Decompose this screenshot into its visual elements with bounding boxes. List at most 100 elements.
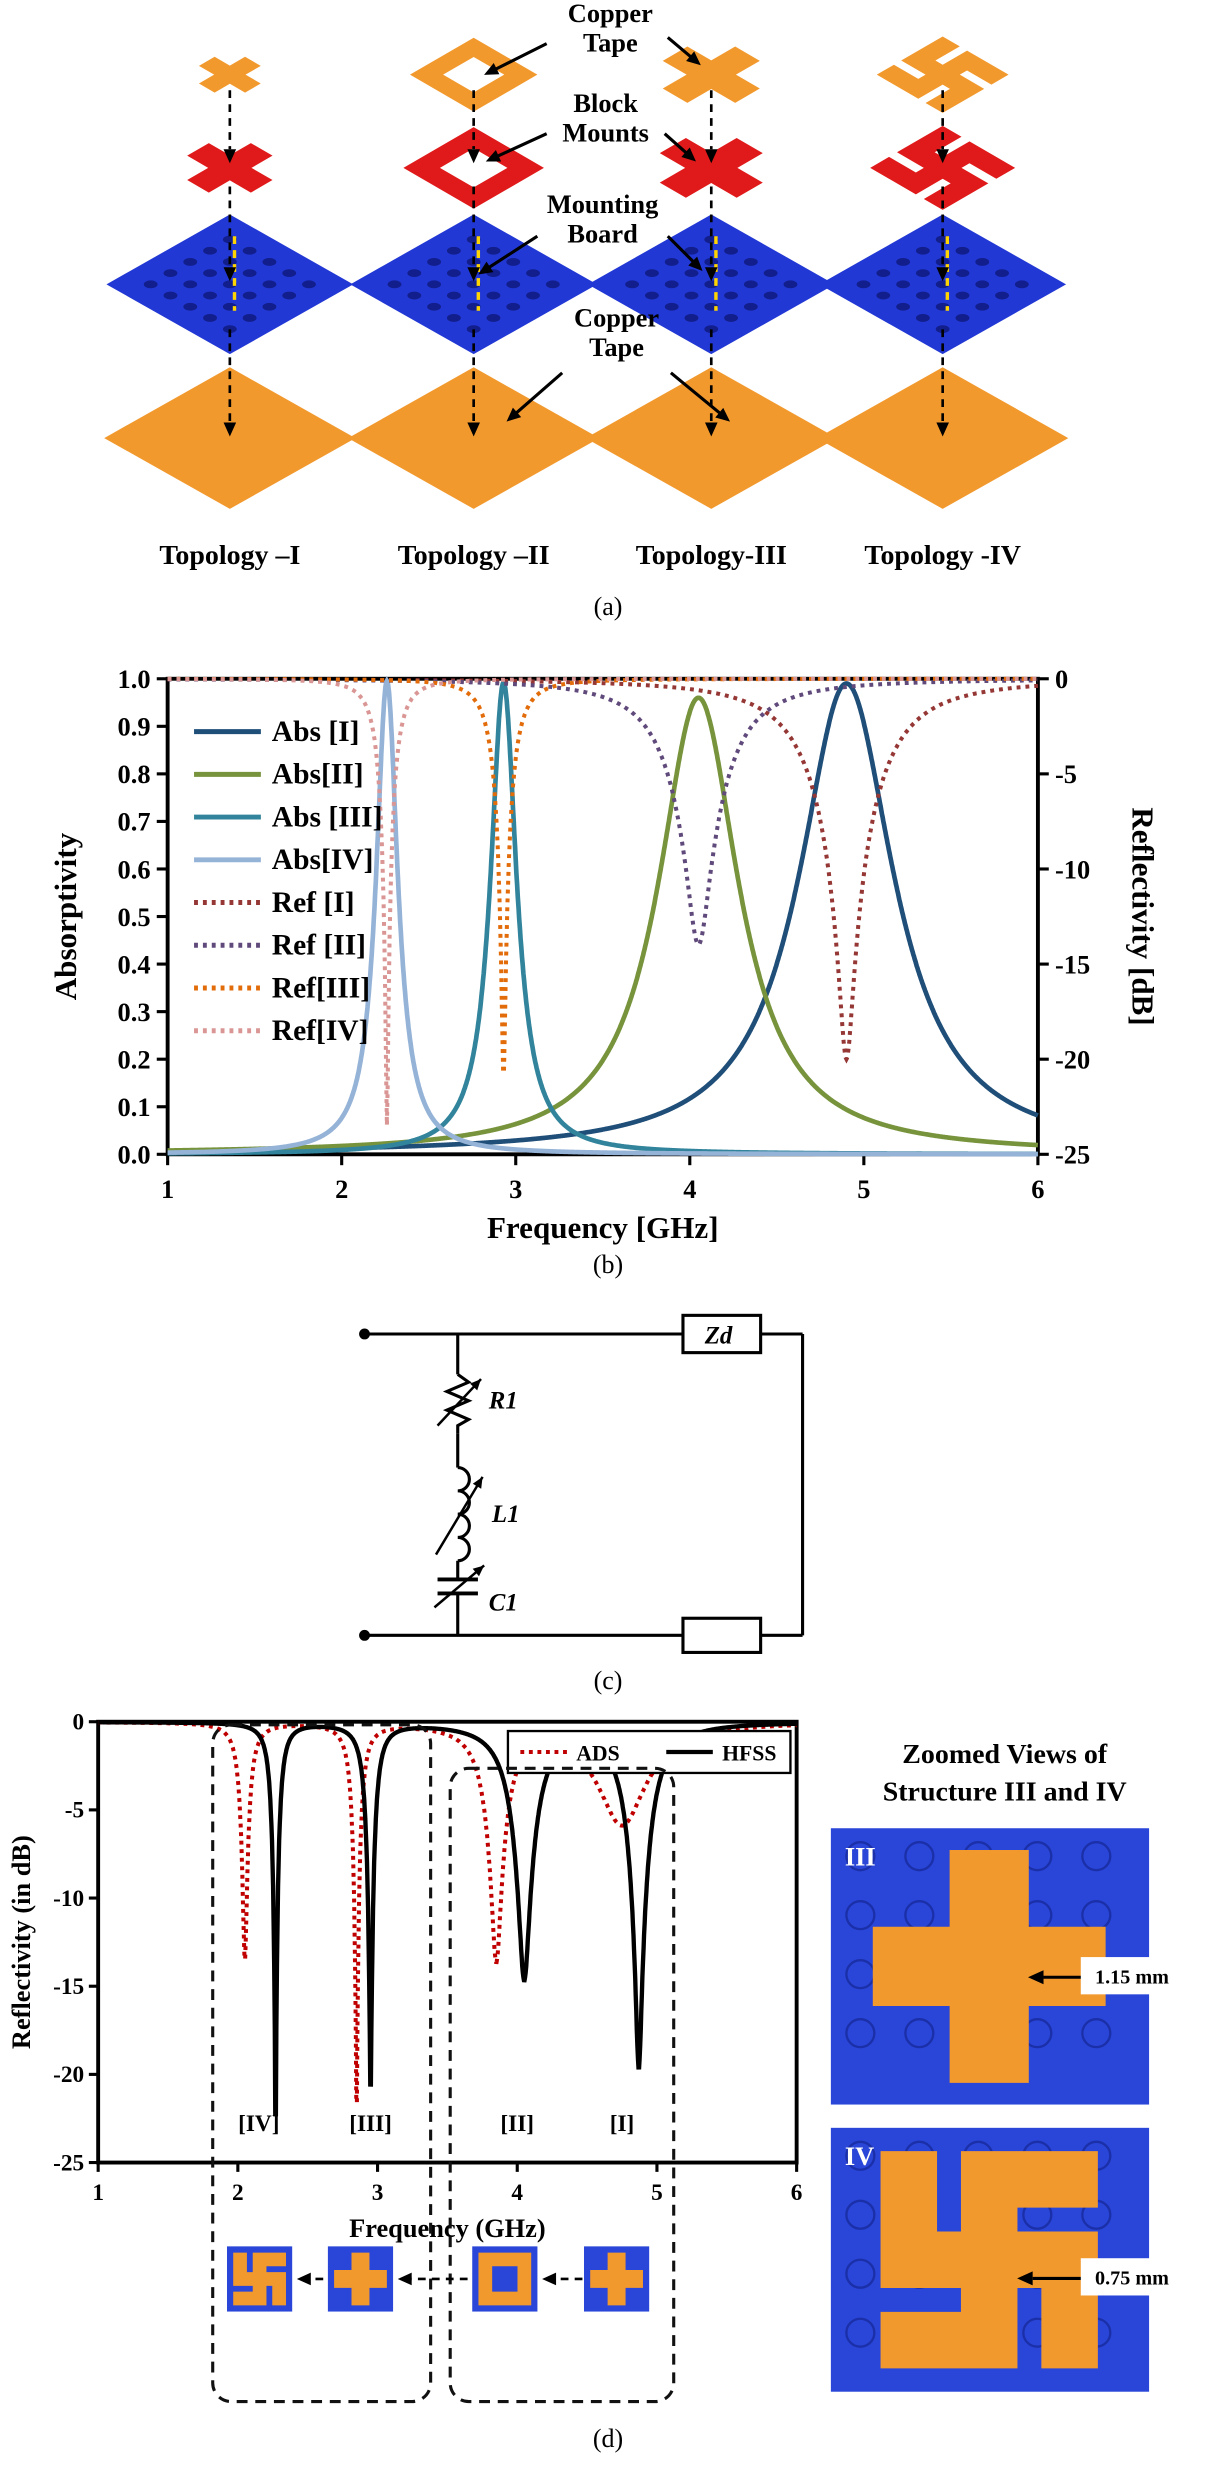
board-hole	[915, 291, 930, 300]
ytick-left-label: 0.3	[118, 997, 151, 1027]
y-axis-title-right: Reflectivity [dB]	[1126, 807, 1161, 1025]
board-hole	[915, 314, 930, 322]
ytick-left-label: 0.0	[118, 1140, 151, 1170]
board-hole	[446, 291, 461, 300]
structure-iv-label: IV	[845, 2141, 874, 2171]
ytick-label: 0	[73, 1709, 85, 1735]
board-hole	[1081, 1841, 1112, 1872]
ytick-left-label: 0.9	[118, 712, 151, 742]
xtick-label: 5	[857, 1174, 870, 1204]
board-hole	[407, 269, 422, 278]
series-ads	[98, 1720, 797, 2105]
board-hole	[242, 291, 257, 300]
group-box-iv-iii	[211, 1723, 433, 2404]
board-hole	[845, 2199, 876, 2230]
plot-frame	[96, 1719, 799, 2165]
board-hole	[203, 314, 217, 322]
board-hole	[203, 246, 217, 255]
legend-entry: Ref [I]	[272, 887, 355, 919]
ground-copper-sheet	[348, 367, 600, 509]
board-hole	[664, 280, 679, 289]
arrowhead	[472, 1476, 483, 1489]
board-hole	[724, 246, 738, 255]
board-hole	[644, 269, 659, 278]
board-hole	[743, 280, 758, 289]
board-hole	[427, 258, 442, 266]
legend-entry: Abs[II]	[272, 759, 364, 791]
inductor-symbol	[457, 1466, 471, 1563]
y-axis-title: Reflectivity (in dB)	[6, 1835, 36, 2049]
board-hole	[486, 314, 501, 322]
xtick-label: 2	[335, 1174, 348, 1204]
board-hole	[466, 325, 481, 334]
dip-label-i: [I]	[610, 2111, 635, 2137]
board-hole	[262, 302, 277, 311]
board-hole	[446, 314, 461, 322]
arrowhead	[467, 267, 480, 282]
board-hole	[704, 325, 719, 334]
ytick-left-label: 0.7	[118, 807, 151, 837]
board-hole	[163, 269, 178, 278]
legend-entry-hfss: HFSS	[722, 1742, 776, 1766]
arrowhead	[478, 261, 494, 275]
board-hole	[302, 280, 316, 289]
arrowhead	[704, 149, 718, 164]
xtick-label: 4	[511, 2180, 523, 2206]
board-hole	[664, 258, 679, 266]
board-hole	[684, 269, 699, 278]
ytick-label: -20	[53, 2062, 84, 2088]
legend-entry: Abs[IV]	[272, 844, 374, 876]
port-terminal-bottom	[359, 1629, 370, 1641]
board-hole	[845, 2140, 876, 2171]
dimension-arrowhead	[1017, 2271, 1033, 2286]
x-axis-title: Frequency [GHz]	[487, 1210, 719, 1245]
caption-b: (b)	[592, 1250, 624, 1279]
board-hole	[545, 280, 560, 289]
caption-c: (c)	[593, 1666, 623, 1695]
board-hole	[282, 269, 297, 278]
legend-entry-ads: ADS	[576, 1742, 619, 1766]
xtick-label: 1	[92, 2180, 104, 2206]
xtick-label: 6	[791, 2180, 803, 2206]
layer-annotations: Copper Tape Block Mounts Mounting Board Cop…	[547, 0, 660, 362]
y-axis-title-left: Absorptivity	[48, 832, 83, 1000]
board-hole	[935, 325, 950, 334]
arrowhead	[704, 422, 718, 437]
swastika-resonator	[880, 2151, 1098, 2369]
board-hole	[845, 2258, 876, 2289]
arrowhead	[688, 256, 703, 271]
board-hole	[506, 302, 521, 311]
legend-entry: Ref[III]	[272, 972, 370, 1004]
board-hole	[915, 246, 930, 255]
board-hole	[845, 1900, 876, 1931]
board-hole	[955, 269, 970, 278]
board-hole	[975, 258, 990, 266]
board-hole	[904, 1841, 935, 1872]
ytick-left-label: 0.1	[118, 1092, 151, 1122]
arrowhead	[686, 51, 701, 66]
zoom-title-line1: Zoomed Views of	[902, 1739, 1108, 1770]
board-hole	[915, 269, 930, 278]
legend-entry: Abs [I]	[272, 716, 360, 748]
dimension-arrowhead	[1028, 1970, 1044, 1985]
arrowhead	[936, 149, 949, 164]
arrowhead	[223, 267, 237, 282]
series-hfss	[98, 1720, 797, 2117]
arrowhead	[484, 63, 500, 75]
board-hole	[995, 269, 1009, 278]
ground-copper-sheet	[104, 367, 356, 509]
ads-hfss-reflectivity-chart: 0 -5 -10 -15 -20 -25 1 2 3 4 5 6 Reflectivity (in dB…	[6, 1709, 803, 2404]
dimension-label-bg	[1080, 1957, 1185, 1995]
board-hole	[242, 246, 257, 255]
xtick-label: 1	[161, 1174, 174, 1204]
board-hole	[222, 325, 237, 334]
port-terminal-top	[359, 1328, 370, 1340]
c1-label: C1	[489, 1589, 518, 1616]
arrowhead	[485, 149, 502, 162]
ytick-right-label: 0	[1055, 664, 1068, 694]
board-hole	[845, 1841, 876, 1872]
arrowhead	[936, 267, 949, 282]
topology-1-label: Topology –I	[159, 540, 300, 571]
ytick-right-label: -5	[1055, 759, 1077, 789]
board-hole	[526, 269, 540, 278]
